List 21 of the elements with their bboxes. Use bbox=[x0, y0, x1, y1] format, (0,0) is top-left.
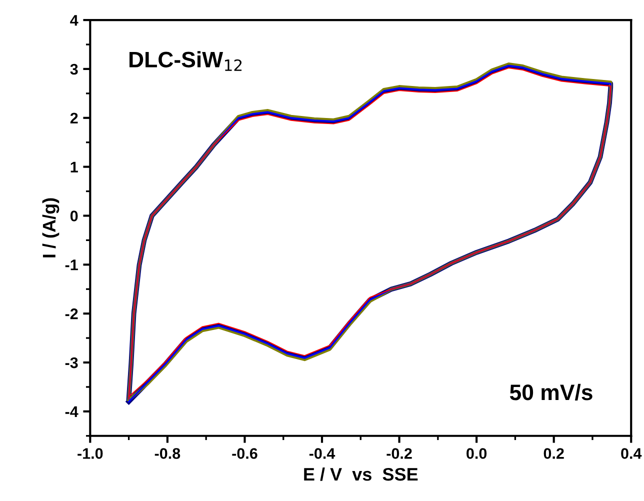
y-tick-label: 1 bbox=[70, 162, 78, 172]
annotation: 50 mV/s bbox=[510, 384, 592, 400]
x-tick-label: -0.4 bbox=[309, 448, 336, 459]
y-tick-label: -4 bbox=[65, 406, 78, 417]
y-axis-title: I / (A/g) bbox=[42, 198, 60, 258]
annotation: DLC-SiW$_{12}$ bbox=[130, 51, 242, 71]
y-tick-label: -1 bbox=[65, 260, 78, 270]
x-axis-title: E / V vs SSE bbox=[304, 467, 418, 481]
y-tick-label: -3 bbox=[65, 357, 78, 368]
y-tick-label: 4 bbox=[70, 15, 78, 26]
x-tick-label: 0.4 bbox=[621, 448, 642, 459]
x-tick-label: 0.2 bbox=[544, 448, 564, 459]
y-tick-label: 3 bbox=[70, 64, 78, 75]
y-tick-label: 0 bbox=[70, 210, 78, 222]
x-tick-label: -1.0 bbox=[78, 448, 103, 459]
x-tick-label: -0.6 bbox=[232, 448, 258, 459]
y-tick-label: -2 bbox=[65, 308, 78, 320]
x-tick-label: -0.2 bbox=[386, 448, 412, 459]
y-tick-label: 2 bbox=[70, 112, 78, 124]
x-tick-label: -0.8 bbox=[154, 448, 180, 459]
x-tick-label: 0.0 bbox=[466, 448, 487, 459]
